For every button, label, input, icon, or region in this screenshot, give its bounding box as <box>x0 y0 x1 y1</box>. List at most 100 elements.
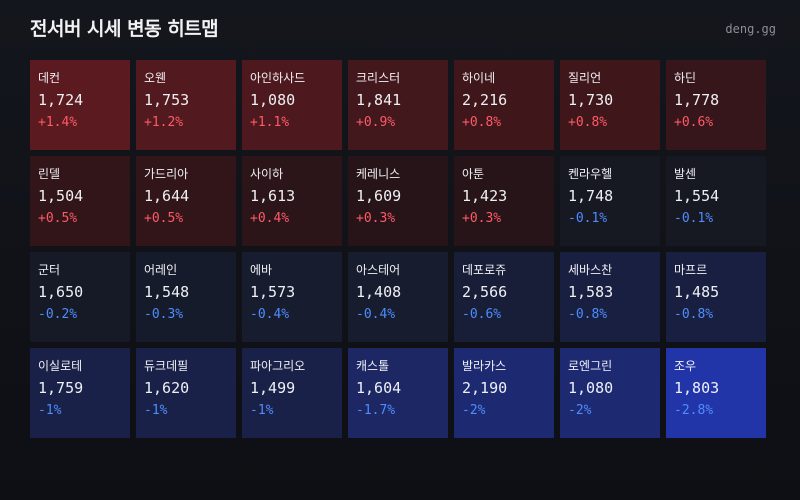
heatmap-grid: 데컨 1,724 +1.4% 오웬 1,753 +1.2% 아인하사드 1,080 +1.1% 크… <box>30 60 766 438</box>
price-change: +0.8% <box>568 115 608 130</box>
price-change: -0.6% <box>462 307 502 322</box>
heatmap-cell[interactable]: 캐스톨 1,604 -1.7% <box>348 348 448 438</box>
server-price: 1,644 <box>144 187 190 205</box>
price-change: -0.1% <box>568 211 608 226</box>
heatmap-cell[interactable]: 린델 1,504 +0.5% <box>30 156 130 246</box>
price-change: -2% <box>568 403 592 418</box>
heatmap-cell[interactable]: 사이하 1,613 +0.4% <box>242 156 342 246</box>
heatmap-cell[interactable]: 켄라우헬 1,748 -0.1% <box>560 156 660 246</box>
server-name: 케레니스 <box>356 167 401 181</box>
heatmap-cell[interactable]: 조우 1,803 -2.8% <box>666 348 766 438</box>
price-change: +0.9% <box>356 115 396 130</box>
server-price: 1,753 <box>144 91 190 109</box>
price-change: -2% <box>462 403 486 418</box>
price-change: +0.6% <box>674 115 714 130</box>
server-price: 1,778 <box>674 91 720 109</box>
server-name: 데컨 <box>38 71 61 85</box>
server-price: 1,620 <box>144 379 190 397</box>
server-price: 1,423 <box>462 187 508 205</box>
price-change: -1% <box>144 403 168 418</box>
server-name: 켄라우헬 <box>568 167 613 181</box>
heatmap-cell[interactable]: 아인하사드 1,080 +1.1% <box>242 60 342 150</box>
price-change: +1.1% <box>250 115 290 130</box>
server-name: 어레인 <box>144 263 178 277</box>
server-price: 1,609 <box>356 187 402 205</box>
server-price: 1,748 <box>568 187 614 205</box>
server-name: 발라카스 <box>462 359 507 373</box>
server-name: 데포로쥬 <box>462 263 507 277</box>
server-name: 오웬 <box>144 71 167 85</box>
server-name: 듀크데필 <box>144 359 189 373</box>
heatmap-cell[interactable]: 데컨 1,724 +1.4% <box>30 60 130 150</box>
server-price: 1,730 <box>568 91 614 109</box>
server-price: 1,485 <box>674 283 720 301</box>
brand-label: deng.gg <box>725 22 776 36</box>
price-change: -1% <box>250 403 274 418</box>
server-price: 1,759 <box>38 379 84 397</box>
price-change: +0.5% <box>144 211 184 226</box>
server-price: 1,650 <box>38 283 84 301</box>
server-name: 질리언 <box>568 71 602 85</box>
server-price: 1,499 <box>250 379 296 397</box>
server-price: 1,504 <box>38 187 84 205</box>
server-name: 세바스찬 <box>568 263 613 277</box>
server-name: 이실로테 <box>38 359 83 373</box>
heatmap-cell[interactable]: 에바 1,573 -0.4% <box>242 252 342 342</box>
price-change: +0.4% <box>250 211 290 226</box>
heatmap-cell[interactable]: 하이네 2,216 +0.8% <box>454 60 554 150</box>
heatmap-cell[interactable]: 발센 1,554 -0.1% <box>666 156 766 246</box>
server-price: 1,080 <box>568 379 614 397</box>
heatmap-cell[interactable]: 세바스찬 1,583 -0.8% <box>560 252 660 342</box>
server-name: 아스테어 <box>356 263 401 277</box>
server-price: 1,554 <box>674 187 720 205</box>
server-name: 조우 <box>674 359 697 373</box>
price-change: -0.8% <box>674 307 714 322</box>
server-name: 아인하사드 <box>250 71 306 85</box>
server-price: 2,216 <box>462 91 508 109</box>
heatmap-cell[interactable]: 파아그리오 1,499 -1% <box>242 348 342 438</box>
server-name: 파아그리오 <box>250 359 306 373</box>
price-change: -0.4% <box>356 307 396 322</box>
server-price: 1,408 <box>356 283 402 301</box>
server-price: 1,583 <box>568 283 614 301</box>
price-change: -1% <box>38 403 62 418</box>
heatmap-cell[interactable]: 마프르 1,485 -0.8% <box>666 252 766 342</box>
server-name: 캐스톨 <box>356 359 390 373</box>
heatmap-cell[interactable]: 군터 1,650 -0.2% <box>30 252 130 342</box>
heatmap-cell[interactable]: 아스테어 1,408 -0.4% <box>348 252 448 342</box>
price-change: +1.4% <box>38 115 78 130</box>
server-name: 발센 <box>674 167 697 181</box>
server-name: 크리스터 <box>356 71 401 85</box>
heatmap-cell[interactable]: 크리스터 1,841 +0.9% <box>348 60 448 150</box>
heatmap-cell[interactable]: 가드리아 1,644 +0.5% <box>136 156 236 246</box>
heatmap-cell[interactable]: 아툰 1,423 +0.3% <box>454 156 554 246</box>
server-name: 하딘 <box>674 71 697 85</box>
server-name: 아툰 <box>462 167 485 181</box>
price-change: -0.3% <box>144 307 184 322</box>
server-price: 1,613 <box>250 187 296 205</box>
heatmap-cell[interactable]: 오웬 1,753 +1.2% <box>136 60 236 150</box>
heatmap-cell[interactable]: 데포로쥬 2,566 -0.6% <box>454 252 554 342</box>
price-change: -0.8% <box>568 307 608 322</box>
heatmap-cell[interactable]: 하딘 1,778 +0.6% <box>666 60 766 150</box>
price-change: +0.3% <box>462 211 502 226</box>
heatmap-cell[interactable]: 질리언 1,730 +0.8% <box>560 60 660 150</box>
server-price: 1,573 <box>250 283 296 301</box>
price-change: +0.5% <box>38 211 78 226</box>
heatmap-cell[interactable]: 어레인 1,548 -0.3% <box>136 252 236 342</box>
price-change: -1.7% <box>356 403 396 418</box>
server-price: 2,190 <box>462 379 508 397</box>
price-change: +0.8% <box>462 115 502 130</box>
heatmap-cell[interactable]: 케레니스 1,609 +0.3% <box>348 156 448 246</box>
heatmap-cell[interactable]: 이실로테 1,759 -1% <box>30 348 130 438</box>
heatmap-cell[interactable]: 듀크데필 1,620 -1% <box>136 348 236 438</box>
server-price: 1,604 <box>356 379 402 397</box>
server-name: 로엔그린 <box>568 359 613 373</box>
heatmap-cell[interactable]: 발라카스 2,190 -2% <box>454 348 554 438</box>
heatmap-cell[interactable]: 로엔그린 1,080 -2% <box>560 348 660 438</box>
server-name: 하이네 <box>462 71 496 85</box>
price-change: -0.2% <box>38 307 78 322</box>
server-price: 1,803 <box>674 379 720 397</box>
price-change: -0.4% <box>250 307 290 322</box>
server-name: 린델 <box>38 167 61 181</box>
